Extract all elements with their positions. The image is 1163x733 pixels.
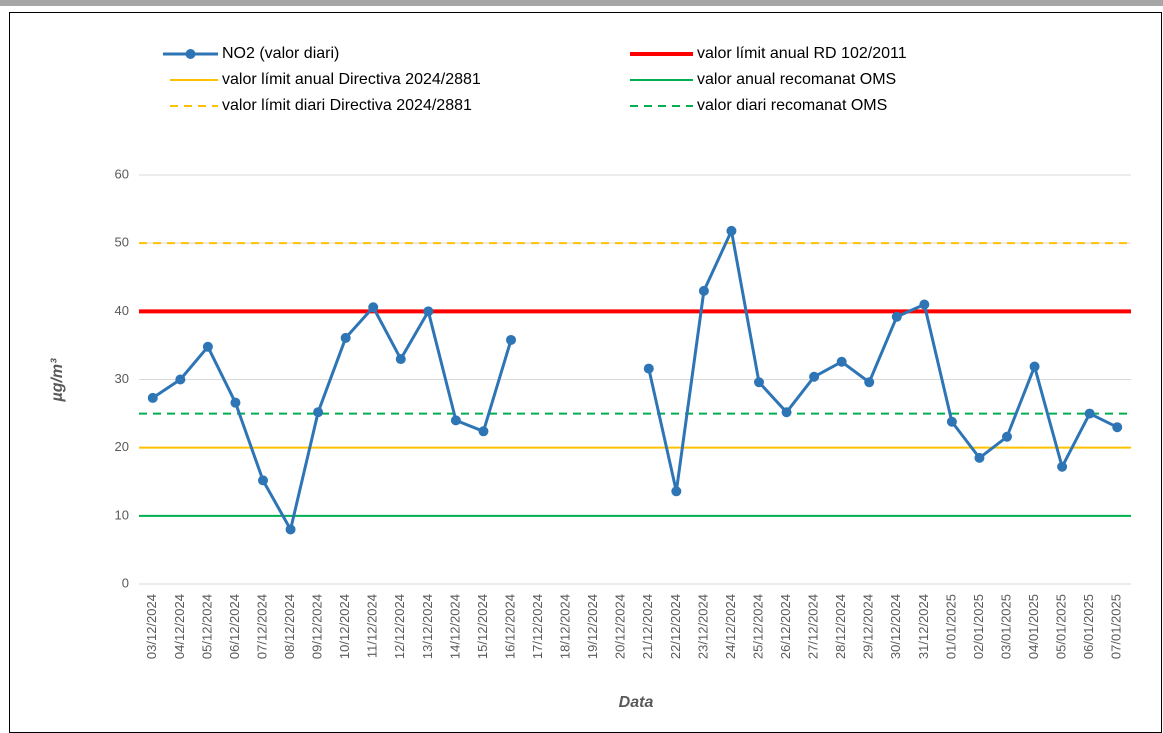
legend-marker xyxy=(185,49,196,59)
x-tick-label: 20/12/2024 xyxy=(613,594,628,659)
x-tick-label: 07/12/2024 xyxy=(254,594,269,659)
x-tick-label: 10/12/2024 xyxy=(337,594,352,659)
legend-label: NO2 (valor diari) xyxy=(222,45,339,62)
data-point xyxy=(671,486,682,497)
x-tick-label: 22/12/2024 xyxy=(668,594,683,659)
x-tick-label: 12/12/2024 xyxy=(392,594,407,659)
data-point xyxy=(1057,461,1068,472)
x-axis-title: Data xyxy=(619,694,654,711)
data-point xyxy=(781,407,792,418)
y-tick-label: 50 xyxy=(115,235,129,250)
data-point xyxy=(1029,361,1040,372)
x-tick-label: 06/12/2024 xyxy=(227,594,242,659)
y-tick-label: 20 xyxy=(115,439,129,454)
data-point xyxy=(368,302,379,313)
top-bar xyxy=(0,0,1163,6)
y-tick-label: 0 xyxy=(122,575,129,590)
y-tick-label: 60 xyxy=(115,166,129,181)
data-point xyxy=(230,397,241,408)
x-tick-label: 04/01/2025 xyxy=(1026,594,1041,659)
x-tick-label: 08/12/2024 xyxy=(282,594,297,659)
x-tick-label: 03/12/2024 xyxy=(144,594,159,659)
legend-label: valor límit anual RD 102/2011 xyxy=(697,45,907,62)
x-tick-label: 16/12/2024 xyxy=(502,594,517,659)
x-tick-label: 30/12/2024 xyxy=(888,594,903,659)
y-axis-title: µg/m³ xyxy=(49,358,66,403)
x-tick-label: 23/12/2024 xyxy=(695,594,710,659)
data-point xyxy=(258,475,268,486)
x-tick-label: 24/12/2024 xyxy=(723,594,738,659)
data-point xyxy=(202,341,213,352)
data-point xyxy=(946,416,957,427)
legend-label: valor límit anual Directiva 2024/2881 xyxy=(222,71,481,88)
data-point xyxy=(919,299,930,310)
data-point xyxy=(726,225,737,236)
data-point xyxy=(1084,408,1095,419)
data-point xyxy=(809,371,820,382)
x-tick-label: 28/12/2024 xyxy=(833,594,848,659)
data-point xyxy=(836,356,847,367)
legend-label: valor anual recomanat OMS xyxy=(697,71,896,88)
data-point xyxy=(147,392,158,403)
data-point xyxy=(698,285,709,296)
data-point xyxy=(864,377,875,388)
x-tick-label: 15/12/2024 xyxy=(475,594,490,659)
x-tick-label: 06/01/2025 xyxy=(1081,594,1096,659)
x-tick-label: 18/12/2024 xyxy=(558,594,573,659)
y-tick-label: 40 xyxy=(115,303,129,318)
x-tick-label: 07/01/2025 xyxy=(1109,594,1124,659)
x-tick-label: 17/12/2024 xyxy=(530,594,545,659)
x-tick-label: 31/12/2024 xyxy=(916,594,931,659)
data-point xyxy=(1002,431,1012,442)
y-tick-label: 10 xyxy=(115,507,129,522)
x-tick-label: 25/12/2024 xyxy=(750,594,765,659)
data-point xyxy=(506,334,516,345)
data-point xyxy=(478,426,489,437)
x-tick-label: 03/01/2025 xyxy=(998,594,1013,659)
x-tick-label: 02/01/2025 xyxy=(971,594,986,659)
y-tick-label: 30 xyxy=(115,371,129,386)
x-tick-label: 29/12/2024 xyxy=(861,594,876,659)
data-point xyxy=(754,377,764,388)
data-point xyxy=(175,374,186,385)
x-tick-label: 14/12/2024 xyxy=(447,594,462,659)
x-tick-label: 19/12/2024 xyxy=(585,594,600,659)
x-tick-label: 13/12/2024 xyxy=(420,594,435,659)
data-point xyxy=(340,332,351,343)
data-point xyxy=(891,311,902,322)
x-tick-label: 27/12/2024 xyxy=(806,594,821,659)
data-point xyxy=(1112,422,1123,433)
x-tick-label: 09/12/2024 xyxy=(310,594,325,659)
legend-label: valor diari recomanat OMS xyxy=(697,97,887,114)
data-point xyxy=(395,354,406,365)
x-tick-label: 01/01/2025 xyxy=(943,594,958,659)
data-point xyxy=(974,452,985,463)
data-point xyxy=(313,407,324,418)
legend-label: valor límit diari Directiva 2024/2881 xyxy=(222,97,472,114)
x-tick-label: 11/12/2024 xyxy=(365,594,380,658)
data-line xyxy=(151,229,1118,531)
data-point xyxy=(423,306,434,317)
data-point xyxy=(450,415,461,426)
data-point xyxy=(643,363,654,374)
data-point xyxy=(285,524,296,535)
x-tick-label: 05/01/2025 xyxy=(1054,594,1069,659)
x-tick-label: 05/12/2024 xyxy=(199,594,214,659)
x-tick-label: 04/12/2024 xyxy=(172,594,187,659)
x-tick-label: 21/12/2024 xyxy=(640,594,655,659)
x-tick-label: 26/12/2024 xyxy=(778,594,793,659)
